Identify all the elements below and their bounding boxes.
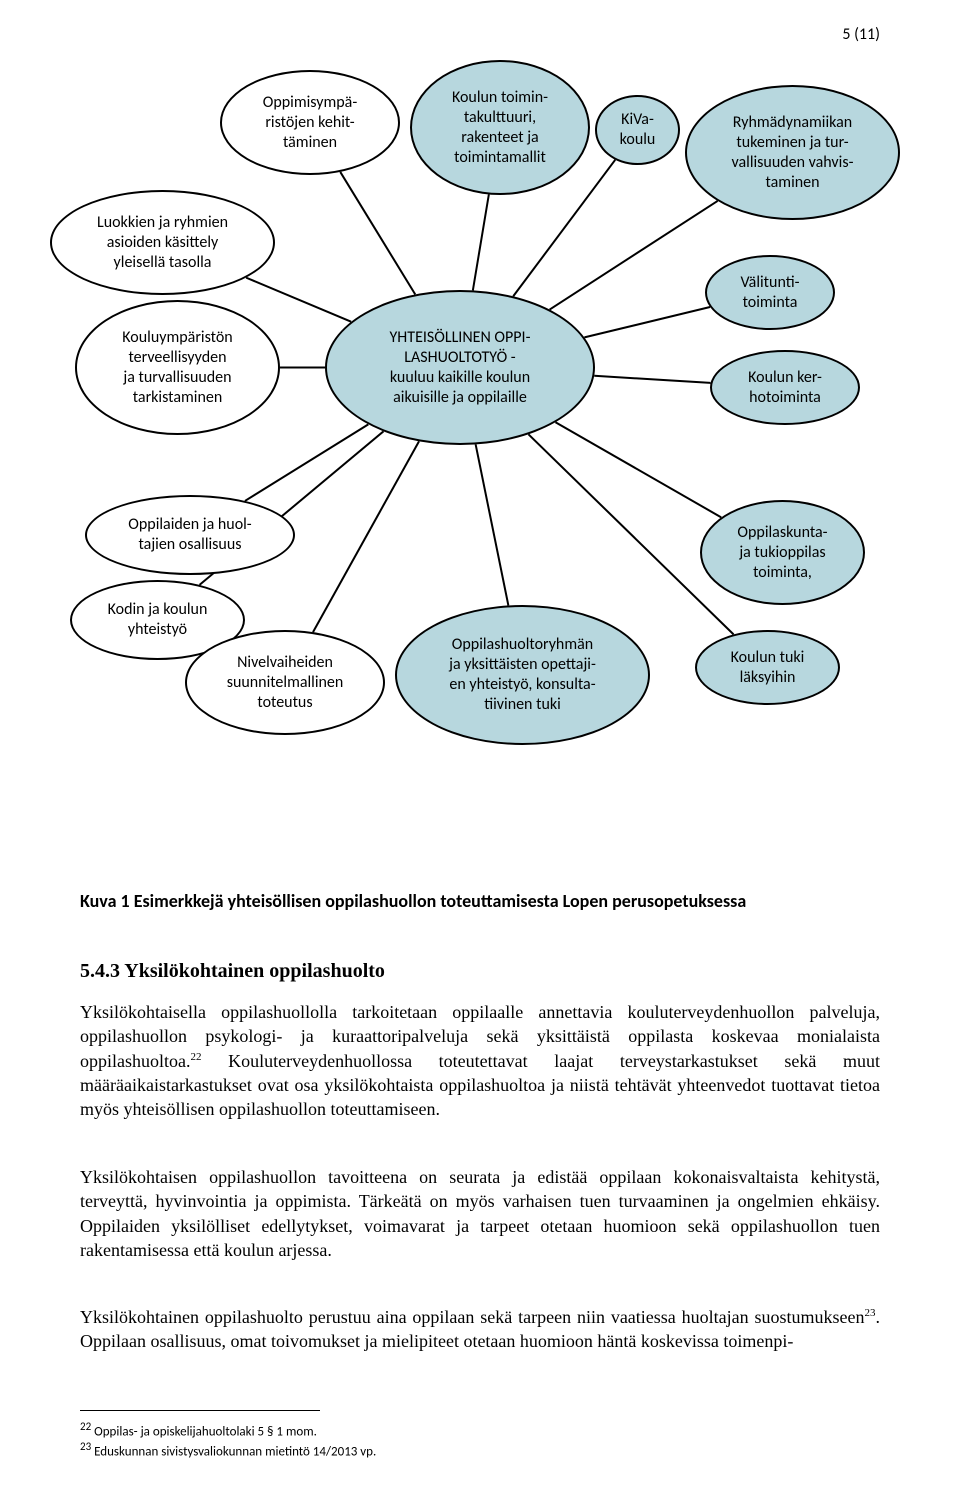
concept-diagram: Oppimisympä-ristöjen kehit-täminenKoulun… [40,60,920,840]
diagram-node: Kouluympäristönterveellisyydenja turvall… [75,300,280,435]
footnote-number: 22 [80,1420,91,1433]
diagram-node: Oppilashuoltoryhmänja yksittäisten opett… [395,605,650,745]
diagram-node: Oppimisympä-ristöjen kehit-täminen [220,70,400,175]
body-paragraph-3: Yksilökohtainen oppilashuolto perustuu a… [80,1305,880,1354]
footnote-22: 22 Oppilas- ja opiskelijahuoltolaki 5 § … [80,1420,880,1439]
diagram-node: KiVa-koulu [595,95,680,165]
figure-caption: Kuva 1 Esimerkkejä yhteisöllisen oppilas… [80,890,880,912]
diagram-node: Oppilaskunta-ja tukioppilastoiminta, [700,500,865,605]
diagram-node: Välitunti-toiminta [705,255,835,330]
footnote-text: Oppilas- ja opiskelijahuoltolaki 5 § 1 m… [94,1424,317,1439]
diagram-node: Koulun toimin-takulttuuri,rakenteet jato… [410,60,590,195]
footnote-rule [80,1410,320,1411]
footnote-number: 23 [80,1440,91,1453]
footnote-ref-23: 23 [865,1307,876,1319]
section-heading: 5.4.3 Yksilökohtainen oppilashuolto [80,960,385,983]
body-paragraph-1: Yksilökohtaisella oppilashuollolla tarko… [80,1000,880,1121]
body-paragraph-2: Yksilökohtaisen oppilashuollon tavoittee… [80,1165,880,1262]
para-text: Yksilökohtainen oppilashuolto perustuu a… [80,1307,865,1327]
footnote-text: Eduskunnan sivistysvaliokunnan mietintö … [94,1444,376,1459]
page-number: 5 (11) [842,25,880,44]
diagram-node: Koulun tukiläksyihin [695,630,840,705]
diagram-node: Oppilaiden ja huol-tajien osallisuus [85,495,295,575]
diagram-node: Koulun ker-hotoiminta [710,350,860,425]
footnote-ref-22: 22 [191,1051,202,1063]
footnote-23: 23 Eduskunnan sivistysvaliokunnan mietin… [80,1440,880,1459]
diagram-node: Luokkien ja ryhmienasioiden käsittelyyle… [50,190,275,295]
diagram-node: Nivelvaiheidensuunnitelmallinentoteutus [185,630,385,735]
diagram-node: Ryhmädynamiikantukeminen ja tur-vallisuu… [685,85,900,220]
diagram-node: YHTEISÖLLINEN OPPI-LASHUOLTOTYÖ -kuuluu … [325,290,595,445]
